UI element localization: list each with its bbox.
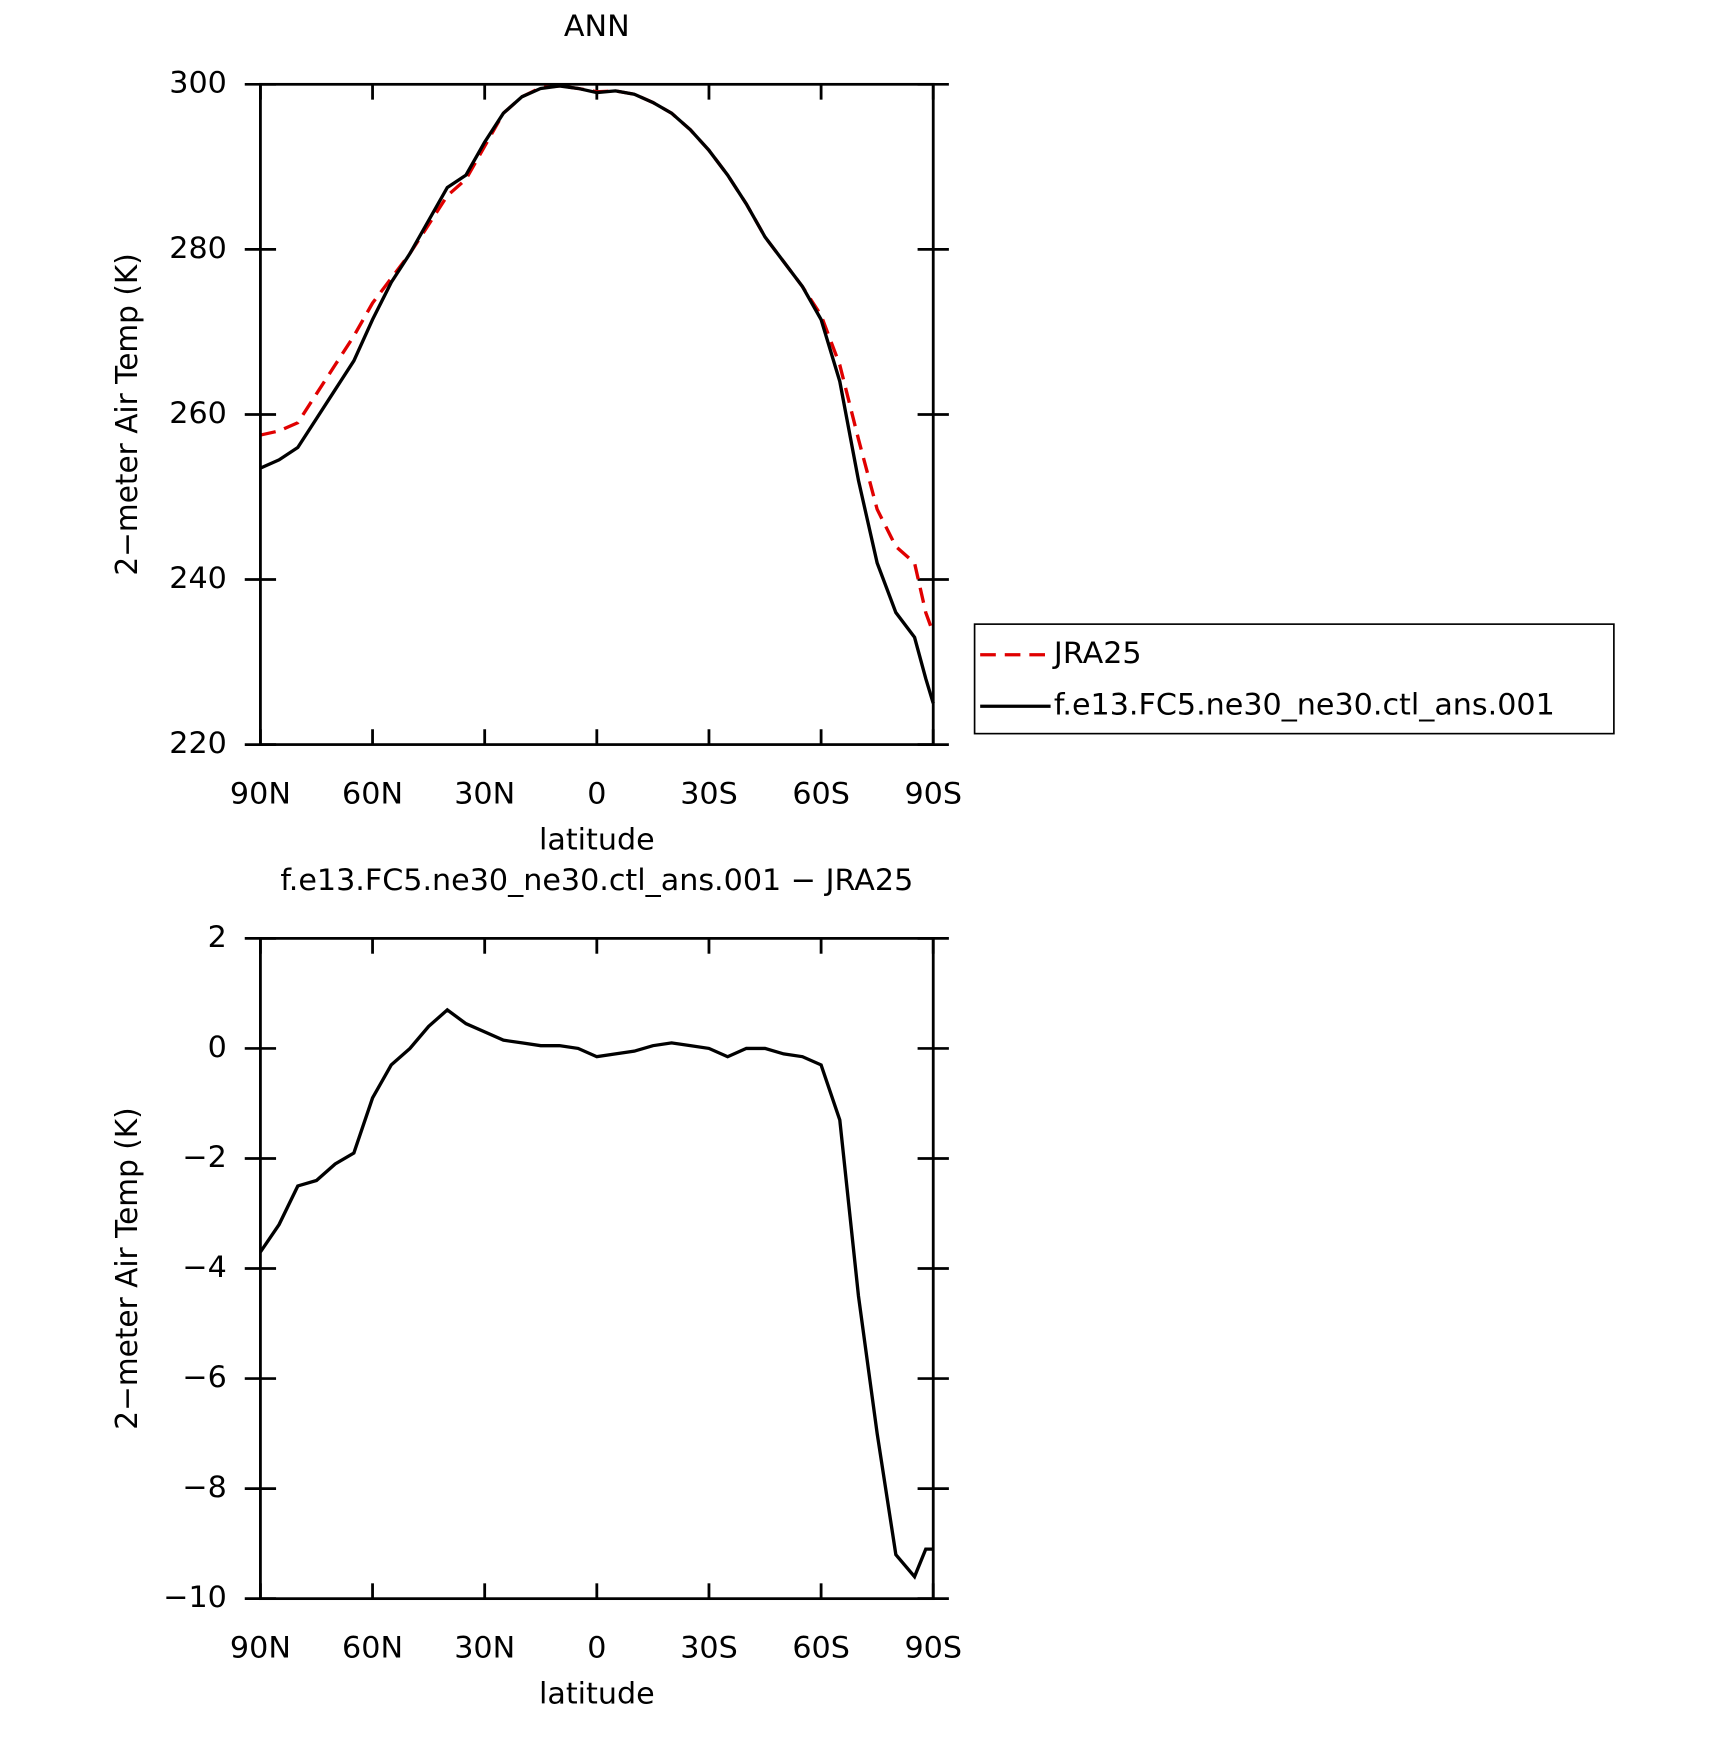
x-tick-label: 30N	[454, 1631, 515, 1666]
y-tick-label: 260	[169, 396, 227, 431]
x-tick-label: 60S	[792, 777, 850, 812]
x-axis-label: latitude	[539, 823, 655, 858]
y-axis-label: 2−meter Air Temp (K)	[110, 253, 145, 575]
y-tick-label: 220	[169, 726, 227, 761]
x-tick-label: 60S	[792, 1631, 850, 1666]
series-line	[259, 84, 935, 704]
x-tick-label: 0	[587, 777, 606, 812]
y-tick-label: −8	[182, 1470, 226, 1505]
x-tick-label: 30N	[454, 777, 515, 812]
y-tick-label: −10	[163, 1580, 227, 1615]
y-tick-label: 300	[169, 66, 227, 101]
x-tick-label: 30S	[680, 1631, 738, 1666]
x-tick-label: 90S	[904, 1631, 962, 1666]
x-tick-label: 0	[587, 1631, 606, 1666]
y-tick-label: 0	[208, 1030, 227, 1065]
y-tick-label: 280	[169, 231, 227, 266]
y-axis-label: 2−meter Air Temp (K)	[110, 1107, 145, 1429]
chart-title: ANN	[564, 9, 630, 44]
plot-frame	[259, 937, 935, 1601]
y-tick-label: −2	[182, 1140, 226, 1175]
legend-box	[973, 623, 1615, 735]
y-tick-label: 240	[169, 561, 227, 596]
x-axis-label: latitude	[539, 1677, 655, 1712]
x-tick-label: 60N	[342, 1631, 403, 1666]
chart-title: f.e13.FC5.ne30_ne30.ctl_ans.001 − JRA25	[280, 863, 913, 898]
legend-label: f.e13.FC5.ne30_ne30.ctl_ans.001	[1054, 688, 1555, 723]
y-tick-label: −4	[182, 1250, 226, 1285]
y-tick-label: −6	[182, 1360, 226, 1395]
x-tick-label: 30S	[680, 777, 738, 812]
x-tick-label: 90N	[230, 777, 291, 812]
plot-frame	[259, 82, 935, 746]
x-tick-label: 90S	[904, 777, 962, 812]
y-tick-label: 2	[208, 920, 227, 955]
x-tick-label: 90N	[230, 1631, 291, 1666]
x-tick-label: 60N	[342, 777, 403, 812]
legend-label: JRA25	[1052, 636, 1142, 671]
series-line	[259, 1007, 934, 1580]
